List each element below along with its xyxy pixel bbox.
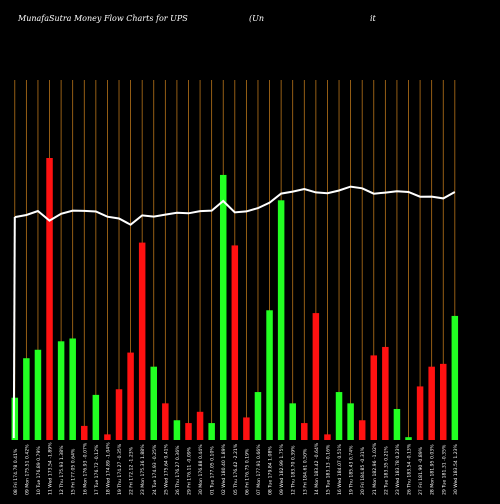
bar-7 — [92, 394, 100, 440]
x-tick-label: 06 Fri 176.75 0.19% — [244, 448, 250, 495]
chart-subtitle-tail: it — [370, 14, 376, 23]
x-tick-label: 24 Tue 174.93 -0.25% — [152, 444, 158, 495]
bar-31 — [370, 355, 378, 440]
x-tick-label: 28 Mon 181.95 0.03% — [430, 444, 436, 495]
x-tick-label: 22 Tue 183.35 0.21% — [383, 446, 389, 495]
bar-32 — [382, 346, 389, 440]
x-tick-label: 14 Mon 183.42 -0.64% — [314, 442, 320, 495]
bar-20 — [243, 417, 250, 440]
chart-title: MunafaSutra Money Flow Charts for UPS — [18, 14, 188, 23]
bar-30 — [358, 420, 366, 440]
bar-6 — [81, 425, 88, 440]
bar-15 — [185, 423, 192, 440]
x-tick-label: 19 Thu 174.27 -0.35% — [117, 443, 123, 495]
bar-36 — [428, 366, 435, 440]
x-tick-label: 09 Mon 175.51 0.42% — [24, 444, 30, 495]
bar-5 — [69, 338, 76, 440]
x-tick-label: 26 Thu 176.27 0.36% — [175, 445, 181, 495]
bar-21 — [254, 392, 262, 440]
x-tick-label: 12 Thu 175.93 1.38% — [59, 445, 65, 495]
x-tick-label: 17 Tue 176.72 -0.12% — [94, 444, 100, 495]
x-tick-label: 30 Wed 183.54 1.23% — [453, 443, 459, 495]
x-tick-label: 16 Wed 184.07 0.51% — [337, 443, 343, 495]
x-tick-label: 08 Tue 179.84 1.08% — [268, 446, 274, 495]
bar-2 — [34, 349, 42, 440]
bar-16 — [196, 411, 204, 440]
bar-37 — [440, 363, 447, 440]
bar-22 — [266, 310, 273, 440]
bar-23 — [277, 200, 285, 440]
x-tick-label: 10 Tue 176.89 0.79% — [36, 446, 42, 495]
x-tick-label: 29 Tue 181.31 -0.35% — [441, 444, 447, 495]
x-tick-label: 27 Fri 181.90 -0.89% — [418, 446, 424, 495]
x-tick-label: 11 Wed 173.54 -1.89% — [48, 442, 54, 495]
bars — [11, 158, 459, 441]
x-tick-label: 15 Tue 183.13 -0.16% — [325, 444, 331, 495]
bar-8 — [104, 434, 111, 440]
x-tick-label: 23 Mon 175.36 1.88% — [140, 444, 146, 495]
bar-38 — [451, 315, 459, 440]
x-tick-label: 01 Tue 177.05 0.10% — [210, 446, 216, 495]
bar-26 — [312, 313, 320, 440]
bar-13 — [162, 403, 169, 440]
bar-9 — [115, 389, 123, 440]
bar-4 — [57, 341, 65, 440]
bar-1 — [23, 358, 30, 440]
bar-18 — [219, 174, 227, 441]
price-line — [12, 185, 456, 439]
price-line-start — [12, 217, 16, 439]
bar-33 — [393, 408, 401, 440]
bar-17 — [208, 423, 215, 440]
x-tick-label: 15 Fri 177.05 0.64% — [71, 448, 77, 495]
x-tick-label: 25 Wed 175.64 0.41% — [163, 443, 169, 495]
x-tick-label: 19 Thu 185.43 0.74% — [349, 445, 355, 495]
x-tick-label: 18 Wed 174.89 -1.04% — [105, 442, 111, 495]
x-tick-label: 16 Mon 176.93 -0.07% — [82, 442, 88, 495]
x-tick-labels: 08 Fri 174.78 0.41% 09 Mon 175.51 0.42% 10… — [13, 442, 459, 495]
bar-10 — [127, 352, 134, 440]
price-line-path — [14, 185, 456, 226]
x-tick-label: 05 Thu 176.42 -2.21% — [233, 443, 239, 495]
bar-34 — [405, 437, 412, 440]
chart-subtitle: (Un — [249, 14, 265, 23]
bar-27 — [324, 434, 331, 440]
x-tick-label: 22 Fri 172.12 -1.23% — [129, 446, 135, 495]
x-tick-label: 21 Mon 182.96 -1.02% — [372, 442, 378, 495]
bar-11 — [138, 242, 146, 440]
bar-12 — [150, 366, 157, 440]
x-tick-label: 29 Fri 176.11 -0.09% — [186, 446, 192, 495]
x-tick-label: 20 Fri 184.85 -0.31% — [360, 446, 366, 495]
bar-25 — [301, 423, 308, 440]
bar-3 — [46, 158, 53, 440]
x-tick-label: 09 Wed 182.99 1.75% — [279, 443, 285, 495]
x-tick-label: 13 Fri 184.61 0.50% — [302, 448, 308, 495]
bar-35 — [416, 386, 424, 440]
x-tick-label: 12 Thu 183.70 0.39% — [291, 445, 297, 495]
bar-28 — [335, 392, 343, 440]
x-tick-label: 23 Wed 183.78 0.23% — [395, 443, 401, 495]
x-tick-label: 08 Fri 174.78 0.41% — [13, 448, 19, 495]
x-tick-label: 26 Thu 183.54 -0.13% — [407, 443, 413, 495]
bar-24 — [289, 403, 296, 440]
x-tick-label: 30 Mon 176.88 0.44% — [198, 444, 204, 495]
x-tick-label: 02 Wed 180.40 1.89% — [221, 443, 227, 495]
bar-29 — [347, 403, 354, 440]
bar-19 — [231, 245, 239, 440]
bar-14 — [173, 420, 181, 440]
x-tick-label: 07 Mon 177.91 0.66% — [256, 444, 262, 495]
